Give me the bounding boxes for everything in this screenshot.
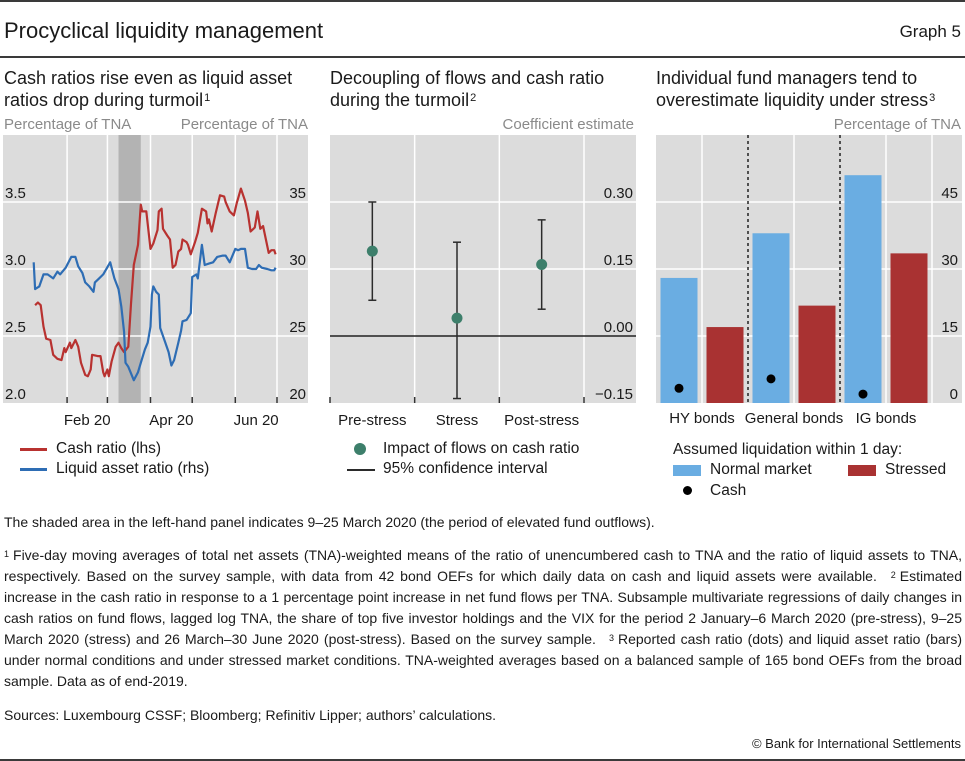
x-tick-label: Feb 20 <box>64 412 111 429</box>
liquid-asset-ratio-line <box>32 243 277 382</box>
y-tick-label: 30 <box>941 252 958 269</box>
y-tick-label-left: 3.0 <box>5 252 26 269</box>
legend-normal-market-label: Normal market <box>710 461 812 478</box>
legend-liquid-asset-ratio-swatch <box>20 468 47 471</box>
impact-point-post-stress <box>536 259 548 271</box>
legend-stressed-label: Stressed <box>885 461 947 478</box>
footnote-2-text: Estimated increase in the cash ratio in … <box>4 568 962 647</box>
x-tick-label: Apr 20 <box>149 412 193 429</box>
cash-dot-hy-bonds <box>674 383 684 393</box>
footnotes: 1 Five-day moving averages of total net a… <box>4 545 962 692</box>
graph-title: Procyclical liquidity management <box>4 18 324 43</box>
legend-cash-ratio-label: Cash ratio (lhs) <box>56 440 162 457</box>
legend-title: Assumed liquidation within 1 day: <box>673 441 903 458</box>
y-tick-label: 0 <box>950 386 958 403</box>
y-tick-label: 15 <box>941 319 958 336</box>
bar-stressed-ig-bonds <box>890 253 928 403</box>
x-tick-label: Jun 20 <box>234 412 279 429</box>
panel-left-title: Cash ratios rise even as liquid asset ra… <box>4 67 292 111</box>
footnote-1-marker: 1 <box>4 549 10 559</box>
legend-confidence-interval-swatch <box>347 469 375 471</box>
category-label: Pre-stress <box>338 412 406 429</box>
panel-middle-title-line-2: during the turmoil <box>330 90 470 110</box>
right-axis-unit-label: Percentage of TNA <box>180 116 308 133</box>
footnote-3-marker: 3 <box>608 633 614 643</box>
y-tick-label-left: 2.0 <box>5 386 26 403</box>
y-tick-label-right: 20 <box>289 386 306 403</box>
top-rule <box>0 0 965 2</box>
legend-stressed-swatch <box>848 465 876 476</box>
category-label: Stress <box>436 412 479 429</box>
y-tick-label: −0.15 <box>595 386 633 403</box>
legend-impact-label: Impact of flows on cash ratio <box>383 440 580 457</box>
left-axis-unit-label: Percentage of TNA <box>4 116 132 133</box>
panel-middle-title: Decoupling of flows and cash ratio durin… <box>330 67 604 111</box>
sources-note: Sources: Luxembourg CSSF; Bloomberg; Ref… <box>4 707 497 723</box>
y-tick-label-left: 3.5 <box>5 185 26 202</box>
legend-cash-ratio-swatch <box>20 448 47 451</box>
bar-axis-unit-label: Percentage of TNA <box>833 116 961 133</box>
legend-confidence-interval-label: 95% confidence interval <box>383 460 548 477</box>
cash-liquid-ratio-chart: 2.0 2.5 3.0 3.5 20 25 30 35 Feb 20 Apr 20 Jun 20 <box>3 135 308 429</box>
impact-point-stress <box>451 312 463 324</box>
cash-dot-ig-bonds <box>858 389 868 399</box>
y-tick-label-left: 2.5 <box>5 319 26 336</box>
liquidity-estimate-bar-chart: HY bonds General bonds IG bonds 0 15 30 45 <box>656 135 962 427</box>
footnote-3-text: Reported cash ratio (dots) and liquid as… <box>4 631 963 689</box>
panel-right-title-line-1: Individual fund managers tend to <box>656 68 918 88</box>
category-label: General bonds <box>745 410 843 427</box>
y-tick-label-right: 30 <box>289 252 306 269</box>
panel-middle-title-line-1: Decoupling of flows and cash ratio <box>330 68 605 88</box>
header-rule <box>0 56 965 58</box>
bottom-rule <box>0 759 965 761</box>
y-tick-label: 0.15 <box>604 252 633 269</box>
legend-cash-label: Cash <box>710 482 747 499</box>
category-label: IG bonds <box>856 410 917 427</box>
footnote-marker: 3 <box>929 92 936 104</box>
footnote-1-text: Five-day moving averages of total net as… <box>4 547 962 584</box>
legend-normal-market-swatch <box>673 465 701 476</box>
y-tick-label-right: 35 <box>289 185 306 202</box>
impact-point-pre-stress <box>366 245 378 257</box>
panel-right-title-line-2: overestimate liquidity under stress <box>656 90 929 110</box>
y-tick-label: 0.30 <box>604 185 633 202</box>
panel-left-title-line-2: ratios drop during turmoil <box>4 90 204 110</box>
bar-normal-market-ig-bonds <box>844 175 882 403</box>
legend-impact-dot-icon <box>354 443 366 455</box>
y-tick-label-right: 25 <box>289 319 306 336</box>
cash-ratio-line <box>34 187 277 378</box>
legend-cash-dot-icon <box>683 486 692 495</box>
category-label: HY bonds <box>669 410 735 427</box>
footnote-2-marker: 2 <box>890 570 896 580</box>
bar-normal-market-hy-bonds <box>660 277 698 403</box>
copyright: © Bank for International Settlements <box>751 736 961 751</box>
category-label: Post-stress <box>504 412 579 429</box>
y-tick-label: 45 <box>941 185 958 202</box>
footnote-marker: 1 <box>204 92 211 104</box>
graph-number: Graph 5 <box>899 22 961 41</box>
cash-dot-general-bonds <box>766 374 776 384</box>
panel-left-title-line-1: Cash ratios rise even as liquid asset <box>4 68 293 88</box>
coefficient-axis-unit-label: Coefficient estimate <box>502 116 634 133</box>
flows-cash-coefficient-chart: Pre-stress Stress Post-stress −0.15 0.00 0.15… <box>329 135 636 429</box>
bar-stressed-hy-bonds <box>706 327 744 403</box>
legend-liquid-asset-ratio-label: Liquid asset ratio (rhs) <box>56 460 210 477</box>
footnote-marker: 2 <box>470 92 477 104</box>
y-tick-label: 0.00 <box>604 319 633 336</box>
shaded-area-note: The shaded area in the left-hand panel i… <box>4 514 655 530</box>
panel-right-title: Individual fund managers tend to overest… <box>656 67 935 111</box>
bar-stressed-general-bonds <box>798 305 836 403</box>
